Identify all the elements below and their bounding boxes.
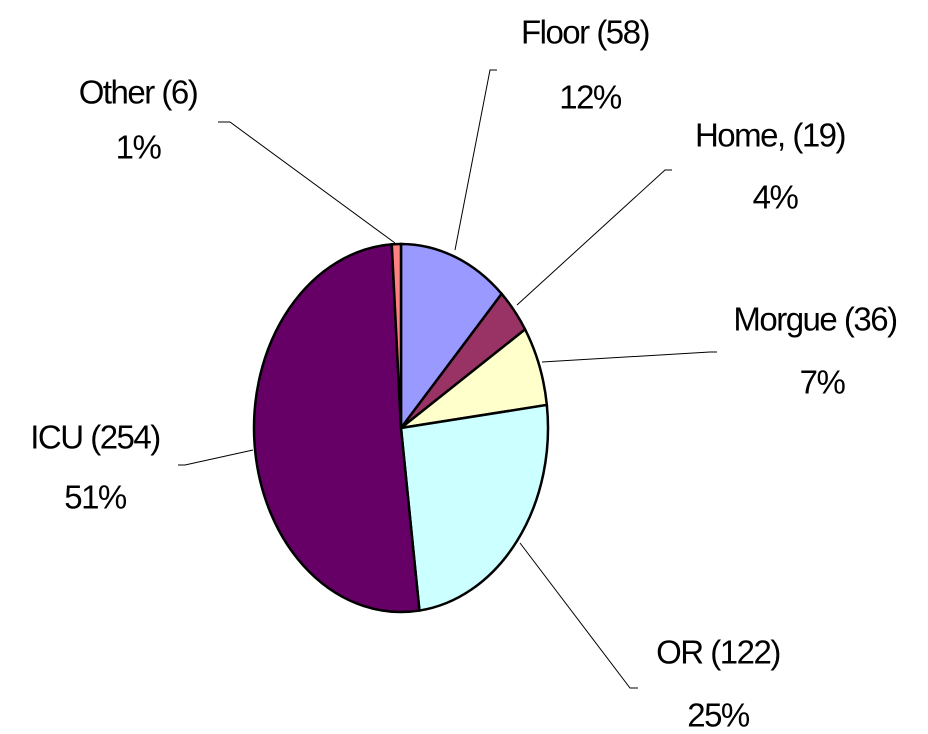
leader-line	[218, 121, 396, 244]
slice-label: OR (122)	[656, 634, 780, 671]
pie-slice	[390, 242, 403, 429]
slice-label: Floor (58)	[521, 14, 649, 51]
slice-percent: 25%	[687, 697, 750, 734]
slice-percent: 1%	[116, 129, 162, 166]
slice-percent: 51%	[64, 479, 127, 516]
leader-line	[178, 449, 254, 466]
leader-line	[454, 69, 497, 251]
slice-label: Home, (19)	[695, 117, 845, 154]
slice-percent: 12%	[559, 79, 622, 116]
pie-slice	[399, 242, 504, 432]
leader-line	[519, 542, 638, 689]
slice-percent: 4%	[753, 179, 799, 216]
slice-label: Morgue (36)	[733, 301, 896, 338]
leader-line	[516, 169, 672, 306]
pie-slice	[252, 243, 421, 614]
leader-line	[541, 351, 717, 363]
pie-slice	[399, 403, 550, 612]
slice-percent: 7%	[800, 364, 846, 401]
slice-label: Other (6)	[79, 74, 198, 111]
slice-label: ICU (254)	[30, 419, 160, 456]
